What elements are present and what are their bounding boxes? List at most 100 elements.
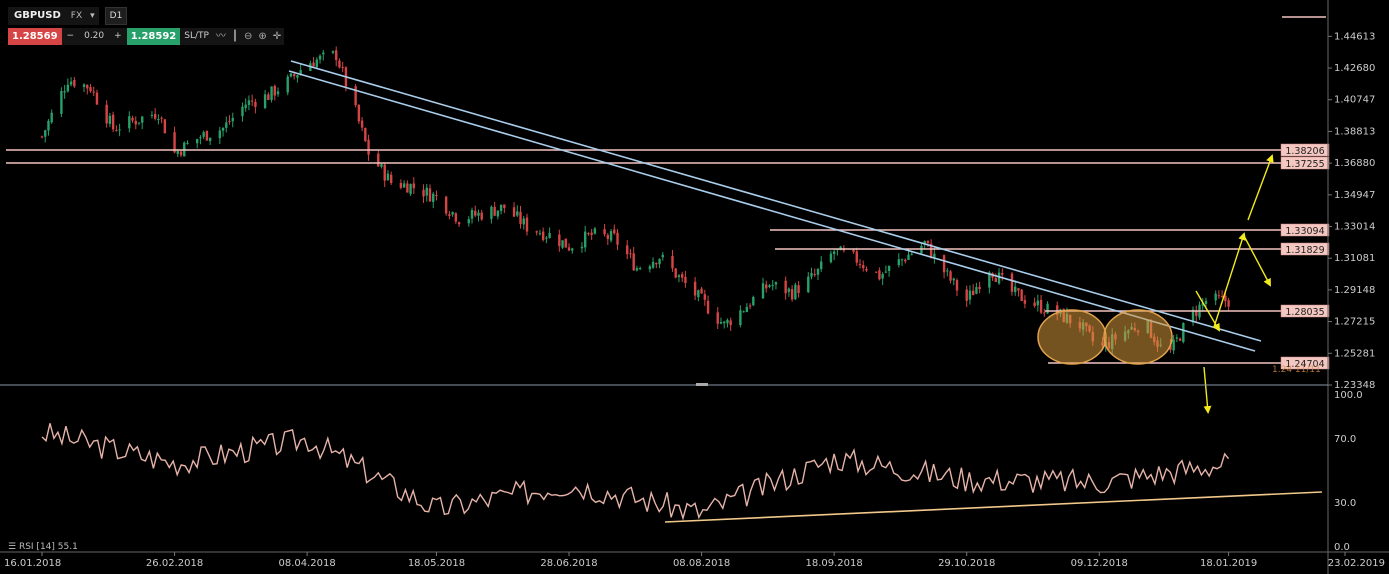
candle — [558, 229, 561, 252]
price-level-text: 1.37255 — [1285, 159, 1324, 170]
candle-body — [949, 271, 952, 281]
chevron-down-icon[interactable]: ▾ — [86, 7, 99, 25]
candle-body — [852, 249, 855, 252]
candle-body — [900, 259, 904, 261]
rsi-panel — [41, 423, 1323, 523]
candle — [829, 250, 833, 264]
menu-icon[interactable]: ☰ — [8, 542, 17, 552]
candle — [331, 50, 335, 55]
candle-body — [108, 115, 112, 124]
sltp-button[interactable]: SL/TP — [180, 27, 213, 45]
candle-body — [1010, 273, 1014, 292]
candle-body — [499, 204, 503, 212]
candles-icon[interactable]: ┃ — [228, 27, 241, 45]
candle-body — [131, 117, 134, 121]
candle — [383, 162, 386, 188]
price-level-text: 1.31829 — [1285, 245, 1324, 256]
price-tick-label: 1.27215 — [1334, 317, 1375, 328]
price-tick-label: 1.42680 — [1334, 63, 1375, 74]
candle-body — [176, 151, 179, 154]
line-chart-icon[interactable]: 〰 — [212, 27, 229, 45]
candle-body — [771, 285, 774, 287]
candle-body — [402, 183, 406, 188]
candle — [199, 135, 202, 145]
candle-body — [587, 233, 590, 235]
candle-body — [942, 255, 946, 273]
symbol-label[interactable]: GBPUSD — [8, 7, 67, 25]
candle — [241, 102, 244, 122]
bid-price[interactable]: 1.28569 — [8, 27, 62, 45]
candle — [503, 204, 506, 214]
candle-body — [855, 251, 858, 263]
candle — [516, 205, 519, 218]
candle — [477, 209, 480, 222]
candle — [658, 258, 661, 269]
candle-body — [1195, 310, 1198, 316]
candle — [263, 89, 267, 110]
candle-body — [315, 59, 319, 68]
candle-body — [69, 81, 73, 85]
timeframe-select[interactable]: D1 — [104, 7, 128, 25]
minus-button[interactable]: − — [61, 27, 80, 45]
candle-body — [745, 306, 749, 313]
candle-body — [490, 206, 493, 219]
candle — [496, 210, 500, 220]
candle-body — [299, 69, 302, 75]
candle-body — [874, 271, 878, 273]
market-label[interactable]: FX — [66, 7, 87, 25]
candle-body — [742, 311, 745, 313]
candle-body — [503, 204, 506, 208]
candle-body — [480, 212, 483, 220]
candle-body — [971, 290, 975, 296]
candle-body — [858, 264, 862, 266]
candle-body — [790, 289, 794, 300]
date-label: 18.09.2018 — [806, 558, 863, 569]
candle-body — [816, 268, 820, 275]
candle — [82, 83, 86, 93]
candle-body — [386, 173, 390, 181]
price-tick-label: 1.29148 — [1334, 285, 1375, 296]
candle-body — [671, 255, 674, 269]
candle-body — [225, 122, 228, 128]
candle — [412, 177, 416, 194]
candle — [613, 224, 616, 235]
candle — [978, 281, 981, 294]
candle-body — [1220, 296, 1224, 298]
price-tick-label: 1.44613 — [1334, 31, 1375, 42]
candle — [467, 216, 470, 227]
candle-body — [86, 84, 89, 89]
candle — [571, 247, 574, 254]
candle — [254, 98, 257, 114]
candle-body — [1020, 289, 1023, 301]
candle — [949, 269, 952, 284]
candle-body — [409, 183, 412, 194]
zoom-in-icon[interactable]: ⊕ — [255, 27, 270, 45]
candle-body — [923, 241, 926, 245]
candle-body — [286, 76, 289, 93]
candle-body — [160, 117, 163, 119]
ask-price[interactable]: 1.28592 — [126, 27, 181, 45]
candle-body — [263, 94, 267, 109]
plus-button[interactable]: + — [109, 27, 127, 45]
candle — [1020, 288, 1023, 302]
candle-body — [522, 218, 525, 225]
candle — [1001, 268, 1004, 281]
candle-body — [748, 305, 752, 307]
crosshair-icon[interactable]: ✛ — [269, 27, 285, 45]
candle-body — [697, 290, 700, 298]
candle-body — [862, 264, 865, 269]
price-level-tag — [1280, 304, 1330, 318]
ellipse-right — [1103, 309, 1173, 365]
zoom-out-icon[interactable]: ⊖ — [240, 27, 256, 45]
candle — [593, 227, 597, 235]
candle — [1172, 334, 1175, 355]
candle-body — [254, 101, 257, 107]
rsi-tick-label: 100.0 — [1334, 390, 1363, 401]
candle — [179, 149, 183, 158]
candle — [1033, 297, 1036, 308]
candle — [1191, 306, 1195, 326]
candle-body — [567, 247, 571, 251]
candle — [904, 258, 907, 264]
candle-body — [399, 182, 403, 188]
